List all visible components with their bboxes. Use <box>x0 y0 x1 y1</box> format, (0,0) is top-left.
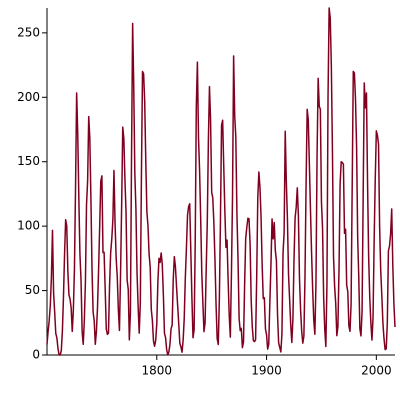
data-line <box>46 7 396 356</box>
x-tick-label: 2000 <box>361 364 392 378</box>
x-tick-label: 1900 <box>251 364 282 378</box>
y-tick-label: 0 <box>32 348 40 362</box>
y-tick-label: 250 <box>17 25 40 39</box>
y-tick-label: 50 <box>25 283 40 297</box>
y-tick-label: 100 <box>17 219 40 233</box>
y-tick-label: 150 <box>17 154 40 168</box>
y-tick-label: 200 <box>17 90 40 104</box>
x-tick-label: 1800 <box>142 364 173 378</box>
